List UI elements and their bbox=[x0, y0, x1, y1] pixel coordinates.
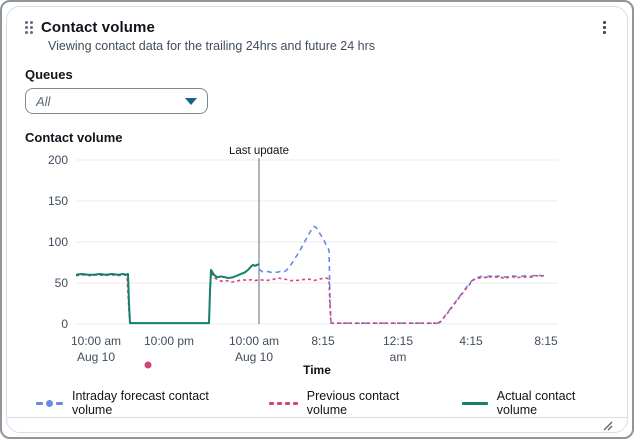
queues-label: Queues bbox=[25, 67, 73, 82]
svg-text:10:00 pm: 10:00 pm bbox=[144, 334, 194, 348]
dashed-short-line-swatch bbox=[268, 398, 298, 408]
svg-text:Aug 10: Aug 10 bbox=[235, 350, 273, 364]
legend-item[interactable]: Previous contact volume bbox=[268, 389, 432, 417]
legend-item[interactable]: Actual contact volume bbox=[461, 389, 609, 417]
svg-text:8:15: 8:15 bbox=[311, 334, 335, 348]
svg-text:150: 150 bbox=[48, 194, 68, 208]
queues-select-value: All bbox=[36, 93, 51, 109]
dashed-line-swatch bbox=[36, 398, 63, 408]
queues-select[interactable]: All bbox=[25, 88, 208, 114]
svg-text:am: am bbox=[390, 350, 407, 364]
legend-item[interactable]: Intraday forecast contact volume bbox=[36, 389, 239, 417]
svg-text:Aug 10: Aug 10 bbox=[77, 350, 115, 364]
widget-subtitle: Viewing contact data for the trailing 24… bbox=[48, 39, 376, 53]
svg-text:4:15: 4:15 bbox=[459, 334, 483, 348]
svg-text:50: 50 bbox=[55, 276, 69, 290]
legend-label: Actual contact volume bbox=[496, 389, 576, 417]
chart-title: Contact volume bbox=[25, 130, 123, 145]
svg-text:10:00 am: 10:00 am bbox=[71, 334, 121, 348]
legend-label: Previous contact volume bbox=[306, 389, 400, 417]
widget-content: Contact volume Viewing contact data for … bbox=[7, 7, 627, 417]
svg-text:10:00 am: 10:00 am bbox=[229, 334, 279, 348]
chevron-down-icon bbox=[185, 97, 197, 105]
svg-text:12:15: 12:15 bbox=[383, 334, 413, 348]
legend-label: Intraday forecast contact volume bbox=[72, 389, 209, 417]
widget-title: Contact volume bbox=[41, 19, 155, 36]
svg-text:Last update: Last update bbox=[229, 147, 289, 157]
contact-volume-chart: 0 50 100 150 200 10:00 am Aug 10 10:00 pm 10:00 … bbox=[48, 147, 558, 377]
svg-text:200: 200 bbox=[48, 153, 68, 167]
svg-text:100: 100 bbox=[48, 235, 68, 249]
svg-text:0: 0 bbox=[61, 317, 68, 331]
svg-text:8:15: 8:15 bbox=[534, 334, 558, 348]
chart-legend: Intraday forecast contact volume Previous… bbox=[36, 389, 609, 417]
resize-handle-icon[interactable] bbox=[600, 418, 614, 432]
widget-footer bbox=[7, 417, 627, 432]
contact-volume-widget: Contact volume Viewing contact data for … bbox=[6, 6, 628, 433]
widget-header: Contact volume bbox=[25, 19, 609, 36]
widget-menu-button[interactable] bbox=[593, 15, 615, 39]
kebab-icon bbox=[602, 20, 606, 24]
solid-line-swatch bbox=[461, 398, 488, 408]
drag-handle-icon[interactable] bbox=[25, 21, 33, 34]
svg-text:Time: Time bbox=[303, 363, 331, 377]
